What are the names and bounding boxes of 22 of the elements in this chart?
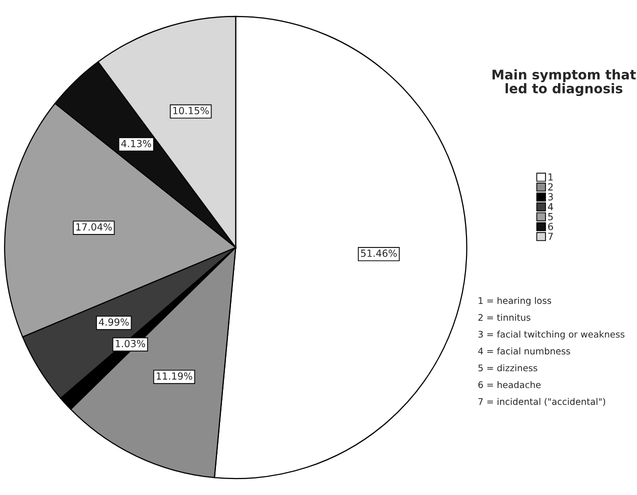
data-label: 11.19% <box>156 372 192 380</box>
data-label: 4.13% <box>121 140 152 148</box>
legend-label: 6 <box>548 222 554 230</box>
text: 7 = incidental ("accidental") <box>478 398 606 406</box>
text: 6 = headache <box>478 381 541 388</box>
data-label: 4.99% <box>98 318 129 326</box>
legend-label: 1 <box>548 173 553 181</box>
text: 3 = facial twitching or weakness <box>478 330 624 340</box>
legend-label: 4 <box>548 203 554 210</box>
legend-label: 7 <box>548 232 553 240</box>
text: 4 = facial numbness <box>478 347 570 354</box>
text: 1 = hearing loss <box>478 297 552 306</box>
legend-label: 3 <box>548 193 553 200</box>
legend-label: 2 <box>548 183 553 190</box>
text: 2 = tinnitus <box>478 314 530 321</box>
data-label: 1.03% <box>116 340 146 348</box>
legend-title: Main symptom that led to diagnosis <box>492 69 636 96</box>
data-label: 51.46% <box>361 250 397 257</box>
text: 5 = dizziness <box>478 364 538 372</box>
data-label: 17.04% <box>76 223 112 231</box>
legend-label: 5 <box>548 213 553 220</box>
data-label: 10.15% <box>173 106 209 114</box>
